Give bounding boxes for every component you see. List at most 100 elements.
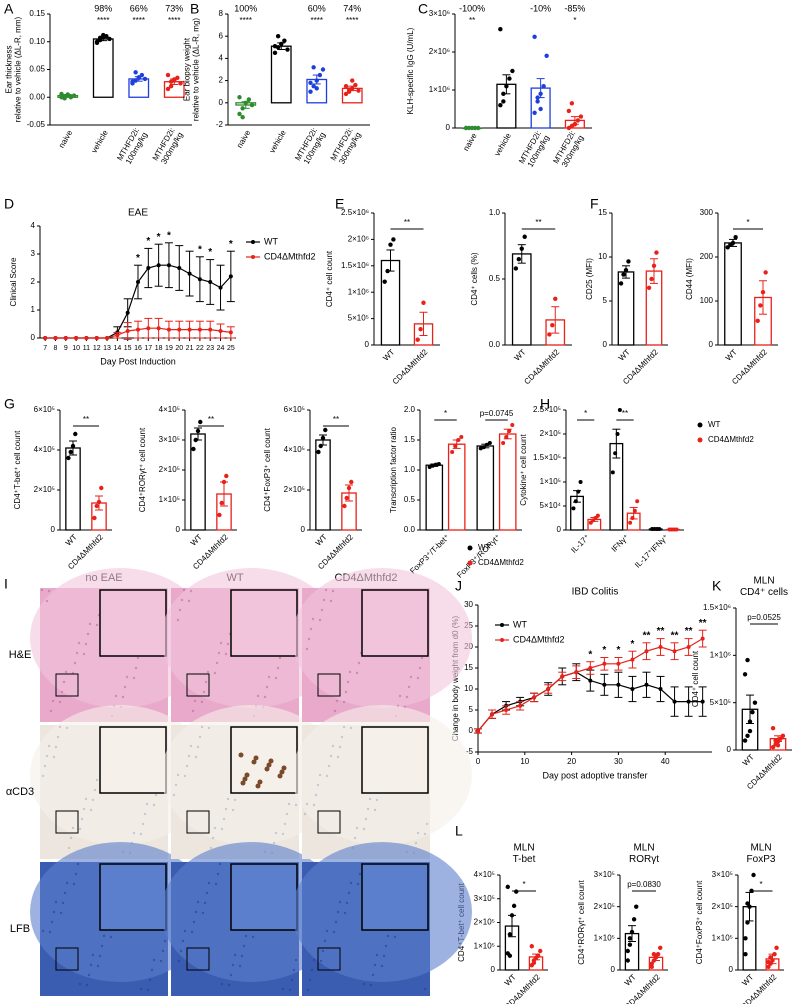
x-tick-label: 15: [124, 345, 132, 352]
data-point: [625, 948, 630, 954]
x-tick-label: vehicle: [268, 128, 289, 155]
texture: [134, 666, 138, 670]
significance: *: [588, 649, 592, 660]
data-point: [532, 34, 537, 39]
texture: [281, 987, 285, 991]
stain: [277, 773, 283, 779]
data-point: [217, 512, 222, 518]
texture: [84, 642, 88, 646]
texture: [347, 891, 351, 895]
stain: [266, 762, 272, 768]
sig-label: p=0.0745: [480, 409, 514, 418]
texture: [220, 982, 224, 986]
x-tick-label: IL-17⁺IFNγ⁺: [633, 533, 670, 570]
panel-label: B: [190, 1, 199, 17]
texture: [312, 958, 316, 962]
texture: [220, 827, 224, 831]
x-tick-label: 14: [113, 345, 121, 352]
inset-source: [186, 947, 210, 971]
y-tick-label: 3×10⁵: [159, 435, 180, 444]
marker: [532, 695, 537, 700]
texture: [64, 670, 68, 674]
error-bar: [277, 42, 286, 51]
error-bar: [570, 116, 579, 125]
data-point: [59, 91, 64, 97]
texture: [316, 783, 320, 787]
x-tick-label: 24: [217, 345, 225, 352]
x-axis-label: Day post adoptive transfer: [542, 770, 647, 780]
y-tick-label: 4: [219, 54, 224, 63]
y-tick-label: 0.0: [404, 525, 416, 534]
y-axis-label: CD4⁺FoxP3⁺ cell count: [695, 880, 704, 964]
data-point: [618, 281, 624, 286]
texture: [290, 978, 294, 982]
texture: [71, 826, 75, 830]
texture: [329, 599, 333, 603]
legend-label: CD4ΔMthfd2: [708, 435, 754, 444]
data-point: [285, 47, 290, 52]
y-tick-label: 30: [464, 600, 473, 609]
marker: [197, 327, 202, 332]
data-point: [507, 76, 512, 81]
error-bar: [536, 78, 545, 99]
texture: [345, 901, 349, 905]
texture: [98, 954, 102, 958]
data-point: [314, 86, 319, 91]
data-point: [773, 738, 778, 743]
texture: [276, 666, 280, 670]
panel-label: K: [712, 578, 722, 594]
data-point: [237, 95, 242, 100]
texture: [50, 920, 54, 924]
data-point: [627, 936, 633, 941]
data-point: [742, 738, 748, 743]
significance: **: [671, 630, 679, 641]
texture: [58, 700, 62, 704]
data-point: [272, 43, 278, 49]
data-point: [733, 235, 738, 240]
y-tick-label: 10: [464, 684, 473, 693]
marker: [658, 687, 663, 691]
texture: [76, 862, 80, 866]
texture: [283, 822, 287, 826]
texture: [121, 695, 125, 699]
texture: [311, 617, 315, 621]
texture: [321, 949, 325, 953]
significance: **: [685, 626, 693, 637]
error-bar: [612, 428, 621, 459]
x-tick-label: MTHFD2i:300mg/kg: [151, 126, 185, 167]
error-bar: [63, 93, 72, 98]
data-point: [541, 84, 546, 89]
y-tick-label: -2: [216, 120, 224, 129]
texture: [49, 709, 53, 713]
y-axis-label-line: Ear thickness: [5, 45, 14, 93]
texture: [183, 929, 187, 933]
chart-title: EAE: [128, 208, 148, 219]
inset-source: [55, 810, 79, 834]
texture: [61, 901, 65, 905]
marker: [228, 274, 233, 279]
y-axis-label: Change in body weight from d0 (%): [451, 615, 460, 741]
texture: [373, 963, 377, 967]
data-point: [745, 657, 750, 663]
texture: [292, 968, 296, 972]
data-point: [507, 932, 513, 937]
y-tick-label: 1×10⁶: [429, 85, 450, 94]
texture: [336, 755, 340, 759]
chart-title-line: CD4⁺ cells: [740, 586, 788, 597]
data-point: [745, 901, 750, 906]
data-point: [514, 889, 519, 894]
texture: [200, 700, 204, 704]
texture: [256, 694, 260, 698]
texture: [194, 910, 198, 914]
x-tick-label: 17: [144, 345, 152, 352]
data-point: [535, 99, 540, 104]
texture: [409, 675, 413, 679]
texture: [89, 963, 93, 967]
data-point: [649, 964, 654, 970]
texture: [344, 690, 348, 694]
x-tick-label: WT: [64, 532, 79, 547]
texture: [148, 978, 152, 982]
data-point: [532, 110, 537, 116]
texture: [45, 754, 49, 758]
y-tick-label: 1×10⁶: [710, 650, 731, 659]
